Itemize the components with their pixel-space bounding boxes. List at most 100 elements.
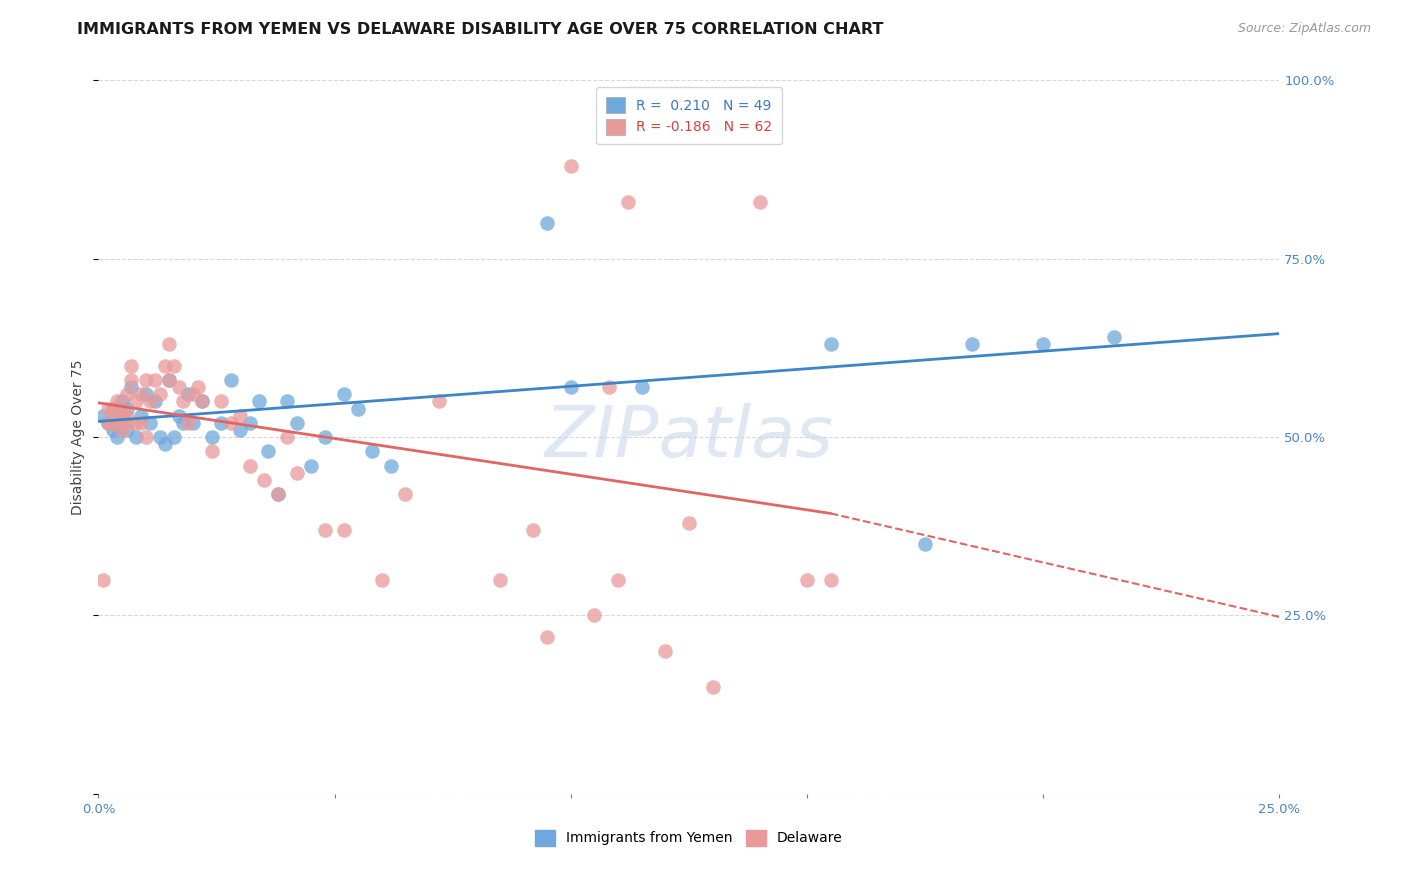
Point — [97, 401, 120, 416]
Point — [239, 458, 262, 473]
Point — [522, 523, 544, 537]
Point — [111, 401, 134, 416]
Point — [167, 380, 190, 394]
Point — [181, 387, 204, 401]
Point — [962, 337, 984, 351]
Point — [560, 380, 582, 394]
Point — [139, 416, 162, 430]
Point — [267, 487, 290, 501]
Point — [1102, 330, 1125, 344]
Point — [191, 394, 214, 409]
Point — [172, 394, 194, 409]
Point — [111, 423, 134, 437]
Point — [361, 444, 384, 458]
Text: IMMIGRANTS FROM YEMEN VS DELAWARE DISABILITY AGE OVER 75 CORRELATION CHART: IMMIGRANTS FROM YEMEN VS DELAWARE DISABI… — [77, 22, 884, 37]
Point — [121, 380, 143, 394]
Point — [115, 409, 138, 423]
Point — [702, 680, 724, 694]
Point — [153, 359, 176, 373]
Point — [201, 430, 224, 444]
Point — [111, 409, 134, 423]
Point — [149, 430, 172, 444]
Point — [820, 337, 842, 351]
Point — [914, 537, 936, 551]
Point — [97, 416, 120, 430]
Point — [748, 194, 770, 209]
Point — [111, 394, 134, 409]
Point — [536, 216, 558, 230]
Point — [276, 394, 298, 409]
Point — [314, 523, 336, 537]
Point — [105, 394, 128, 409]
Point — [121, 373, 143, 387]
Point — [253, 473, 276, 487]
Point — [299, 458, 322, 473]
Point — [209, 394, 232, 409]
Point — [91, 409, 114, 423]
Point — [129, 416, 152, 430]
Point — [163, 430, 186, 444]
Point — [380, 458, 402, 473]
Point — [201, 444, 224, 458]
Point — [157, 373, 180, 387]
Point — [135, 373, 157, 387]
Point — [143, 373, 166, 387]
Point — [111, 409, 134, 423]
Point — [143, 394, 166, 409]
Point — [135, 387, 157, 401]
Point — [257, 444, 280, 458]
Point — [314, 430, 336, 444]
Point — [347, 401, 370, 416]
Point — [115, 401, 138, 416]
Point — [607, 573, 630, 587]
Point — [560, 159, 582, 173]
Point — [616, 194, 638, 209]
Point — [101, 423, 124, 437]
Text: ZIPatlas: ZIPatlas — [544, 402, 834, 472]
Point — [219, 416, 242, 430]
Point — [105, 430, 128, 444]
Point — [177, 387, 200, 401]
Point — [267, 487, 290, 501]
Point — [181, 416, 204, 430]
Point — [678, 516, 700, 530]
Point — [101, 401, 124, 416]
Point — [796, 573, 818, 587]
Point — [394, 487, 416, 501]
Point — [276, 430, 298, 444]
Point — [167, 409, 190, 423]
Point — [135, 430, 157, 444]
Point — [229, 423, 252, 437]
Point — [125, 430, 148, 444]
Point — [820, 573, 842, 587]
Point — [333, 387, 356, 401]
Point — [489, 573, 512, 587]
Point — [125, 416, 148, 430]
Y-axis label: Disability Age Over 75: Disability Age Over 75 — [72, 359, 86, 515]
Point — [371, 573, 394, 587]
Point — [1032, 337, 1054, 351]
Point — [536, 630, 558, 644]
Point — [333, 523, 356, 537]
Point — [583, 608, 606, 623]
Point — [101, 416, 124, 430]
Point — [121, 359, 143, 373]
Point — [115, 423, 138, 437]
Point — [177, 416, 200, 430]
Point — [153, 437, 176, 451]
Point — [239, 416, 262, 430]
Point — [101, 401, 124, 416]
Point — [285, 466, 308, 480]
Point — [115, 416, 138, 430]
Point — [172, 416, 194, 430]
Point — [229, 409, 252, 423]
Point — [149, 387, 172, 401]
Point — [654, 644, 676, 658]
Point — [157, 373, 180, 387]
Point — [191, 394, 214, 409]
Point — [187, 380, 209, 394]
Point — [630, 380, 652, 394]
Point — [139, 394, 162, 409]
Point — [598, 380, 620, 394]
Point — [129, 409, 152, 423]
